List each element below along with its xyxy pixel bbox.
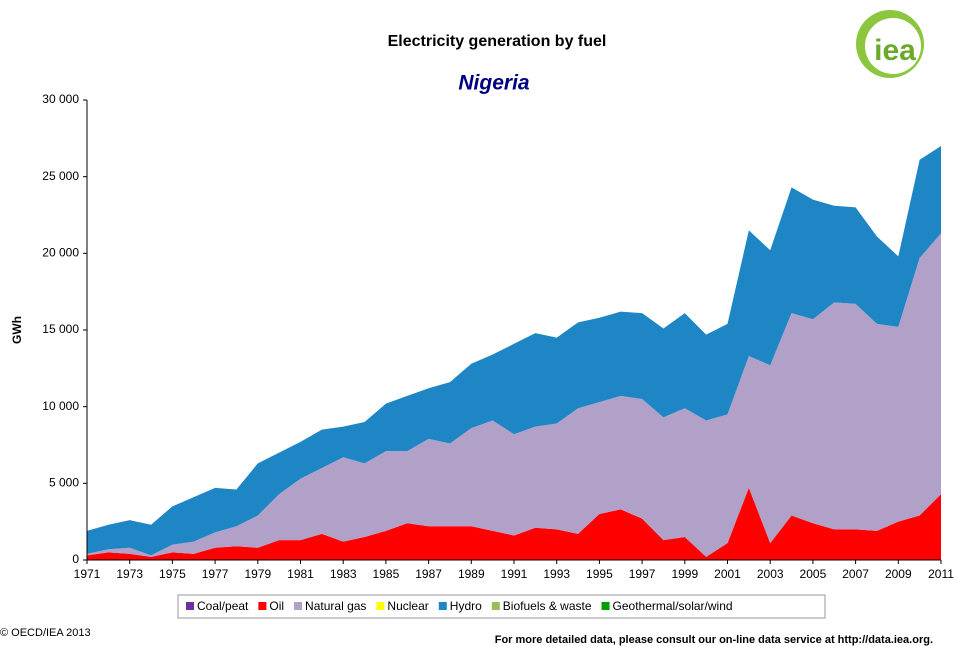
x-tick-label: 1977 — [202, 567, 229, 581]
legend-label: Biofuels & waste — [503, 599, 592, 613]
x-tick-label: 1989 — [458, 567, 485, 581]
chart-subtitle: Nigeria — [458, 72, 530, 95]
x-tick-label: 1997 — [629, 567, 656, 581]
x-tick-label: 2009 — [885, 567, 912, 581]
legend-label: Natural gas — [305, 599, 366, 613]
y-tick-label: 5 000 — [49, 476, 79, 490]
y-tick-label: 15 000 — [42, 322, 79, 336]
y-tick-label: 25 000 — [42, 169, 79, 183]
legend-label: Hydro — [450, 599, 482, 613]
x-tick-label: 2005 — [800, 567, 827, 581]
legend-swatch — [601, 602, 610, 610]
legend-label: Nuclear — [387, 599, 428, 613]
area — [87, 233, 941, 557]
logo-inner — [865, 18, 921, 74]
area — [87, 487, 941, 560]
x-tick-label: 1995 — [586, 567, 613, 581]
legend-label: Coal/peat — [197, 599, 249, 613]
legend-swatch — [294, 602, 303, 610]
legend-swatch — [438, 602, 447, 610]
x-tick-label: 1981 — [287, 567, 314, 581]
chart-title: Electricity generation by fuel — [388, 33, 607, 50]
y-tick-label: 30 000 — [42, 92, 79, 106]
legend-label: Oil — [269, 599, 284, 613]
x-tick-label: 2001 — [714, 567, 741, 581]
x-tick-label: 1973 — [116, 567, 143, 581]
area — [87, 146, 941, 556]
x-tick-label: 2007 — [842, 567, 869, 581]
copyright: © OECD/IEA 2013 — [0, 627, 91, 639]
x-tick-label: 1987 — [415, 567, 442, 581]
x-tick-label: 1993 — [543, 567, 570, 581]
x-tick-label: 1985 — [373, 567, 400, 581]
legend-swatch — [258, 602, 267, 610]
legend-swatch — [186, 602, 194, 610]
legend-label: Geothermal/solar/wind — [613, 599, 733, 613]
x-tick-label: 1979 — [244, 567, 271, 581]
footer-note: For more detailed data, please consult o… — [495, 634, 933, 646]
y-tick-label: 10 000 — [42, 399, 79, 413]
y-tick-label: 0 — [72, 552, 79, 566]
x-tick-label: 1971 — [74, 567, 101, 581]
logo: iea — [874, 34, 916, 67]
legend-box — [177, 594, 826, 619]
x-tick-label: 1975 — [159, 567, 186, 581]
x-tick-label: 1983 — [330, 567, 357, 581]
x-tick-label: 2011 — [928, 567, 954, 581]
legend-swatch — [491, 602, 500, 610]
legend-swatch — [376, 602, 385, 610]
x-tick-label: 2003 — [757, 567, 784, 581]
y-tick-label: 20 000 — [42, 246, 79, 260]
y-axis-label: GWh — [10, 316, 24, 344]
x-tick-label: 1999 — [671, 567, 698, 581]
x-tick-label: 1991 — [501, 567, 528, 581]
